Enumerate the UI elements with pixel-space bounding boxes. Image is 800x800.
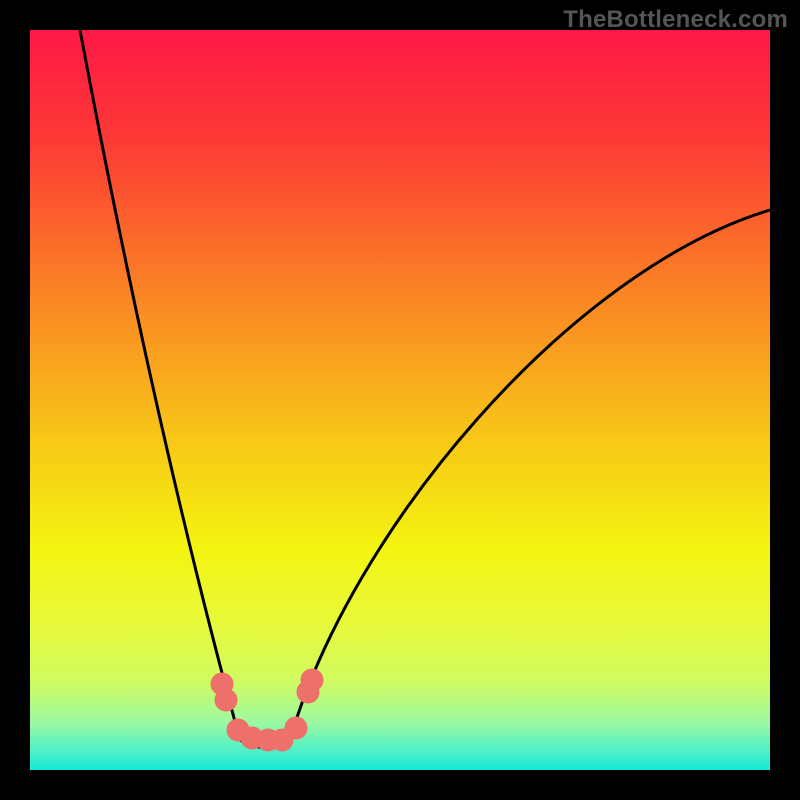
watermark-text: TheBottleneck.com: [563, 6, 788, 34]
chart-canvas: TheBottleneck.com: [0, 0, 800, 800]
plot-background: [30, 30, 770, 770]
chart-svg: [0, 0, 800, 800]
curve-marker: [285, 717, 307, 739]
curve-marker: [215, 689, 237, 711]
curve-marker: [301, 669, 323, 691]
